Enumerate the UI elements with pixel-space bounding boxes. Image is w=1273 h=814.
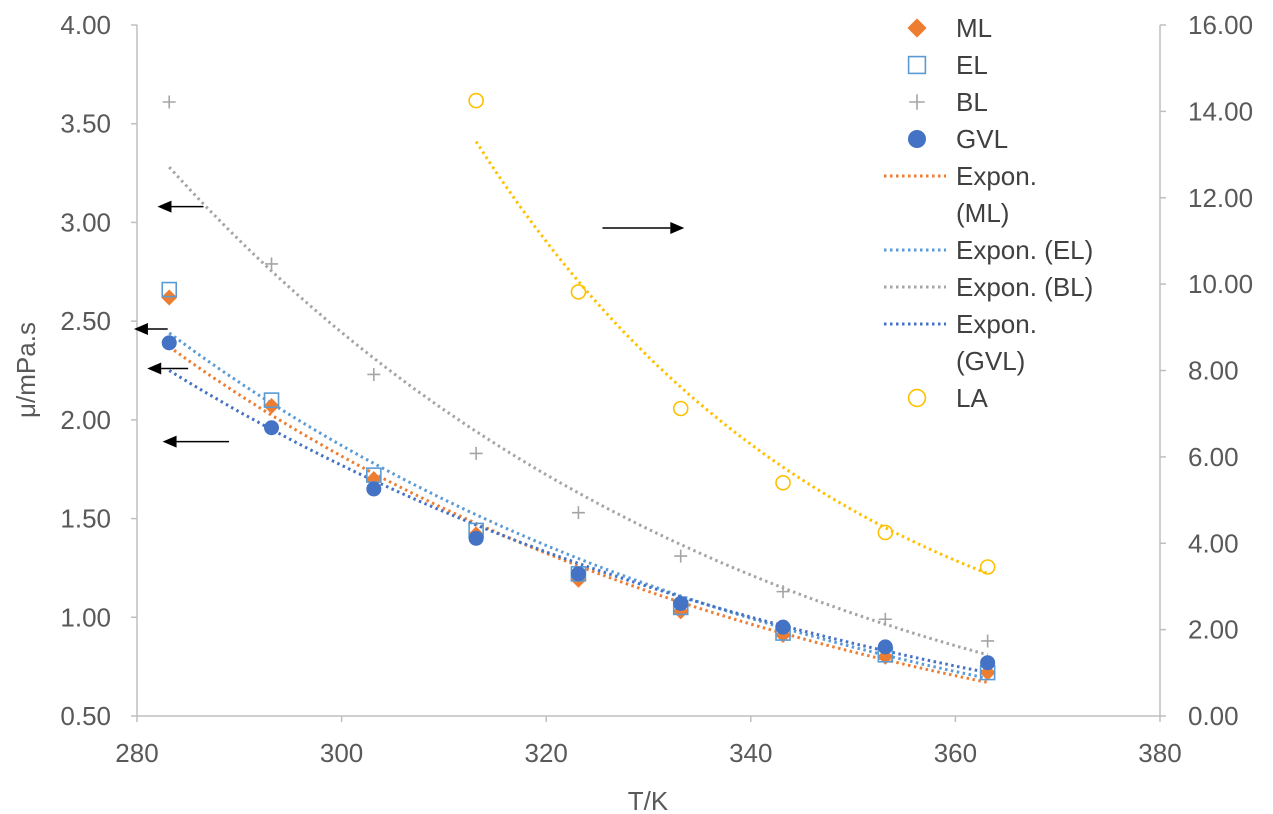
data-point-la xyxy=(468,92,484,109)
legend-label-expon-bl: Expon. (BL) xyxy=(956,272,1093,302)
left-y-tick-label: 3.00 xyxy=(60,207,111,237)
arrow-head xyxy=(670,221,685,234)
left-y-tick-label: 1.50 xyxy=(60,504,111,534)
left-y-tick-label: 0.50 xyxy=(60,701,111,731)
data-point-la xyxy=(979,559,996,575)
left-y-tick-label: 2.00 xyxy=(60,405,111,435)
data-point-la xyxy=(570,284,587,300)
arrow-left-bl xyxy=(157,200,204,213)
data-point-bl xyxy=(265,257,279,271)
legend-marker-la xyxy=(907,388,927,408)
data-point-bl xyxy=(469,446,483,460)
legend: ML EL BL GVL Expon. (ML) Expon. (EL) Expon. (BL… xyxy=(884,13,1093,413)
data-points-layer xyxy=(161,92,996,681)
x-tick-label: 380 xyxy=(1138,738,1181,768)
x-tick-label: 340 xyxy=(729,738,772,768)
arrow-left-gvl xyxy=(162,435,230,448)
legend-label-gvl: GVL xyxy=(956,124,1008,154)
legend-marker-el xyxy=(907,55,927,75)
legend-label-ml: (ML) xyxy=(956,198,1009,228)
data-point-ml xyxy=(161,289,178,306)
legend-label-la: LA xyxy=(956,383,988,413)
right-y-tick-label: 2.00 xyxy=(1188,615,1239,645)
data-point-gvl xyxy=(366,481,382,497)
data-point-la xyxy=(775,474,791,491)
legend-label-bl: BL xyxy=(956,87,988,117)
left-y-tick-label: 3.50 xyxy=(60,109,111,139)
x-tick-label: 360 xyxy=(934,738,977,768)
trendline-expon-gvl xyxy=(168,369,988,675)
data-point-gvl xyxy=(775,619,791,635)
x-axis-title: T/K xyxy=(628,786,669,814)
data-point-bl xyxy=(981,634,995,648)
data-point-gvl xyxy=(980,655,996,671)
trendline-expon-la xyxy=(474,140,989,575)
legend-label-expon-el: Expon. (EL) xyxy=(956,235,1093,265)
legend-label-expon: Expon. xyxy=(956,161,1037,191)
data-point-ml xyxy=(263,398,280,415)
right-y-tick-label: 14.00 xyxy=(1188,96,1253,126)
x-tick-label: 280 xyxy=(115,738,158,768)
data-point-bl xyxy=(776,585,790,599)
annotation-arrows-layer xyxy=(133,200,685,448)
data-point-la xyxy=(672,400,689,417)
trendline-expon-ml xyxy=(168,345,988,684)
right-y-tick-label: 4.00 xyxy=(1188,528,1239,558)
y-axis-title: μ/mPa.s xyxy=(11,322,41,418)
arrow-head xyxy=(157,200,172,213)
legend-marker-gvl xyxy=(908,130,926,148)
right-y-tick-label: 10.00 xyxy=(1188,269,1253,299)
data-point-bl xyxy=(571,506,585,520)
trendline-expon-el xyxy=(168,331,988,680)
trendlines-layer xyxy=(168,140,989,684)
x-tick-label: 300 xyxy=(320,738,363,768)
legend-label-el: EL xyxy=(956,50,988,80)
data-point-gvl xyxy=(877,639,893,655)
right-y-tick-label: 6.00 xyxy=(1188,442,1239,472)
arrow-left-el xyxy=(133,323,168,336)
right-y-tick-label: 8.00 xyxy=(1188,356,1239,386)
data-point-bl xyxy=(674,549,688,563)
right-y-tick-label: 16.00 xyxy=(1188,10,1253,40)
data-point-gvl xyxy=(570,566,586,582)
left-y-tick-label: 1.00 xyxy=(60,602,111,632)
arrow-head xyxy=(162,435,177,448)
arrow-right-la xyxy=(602,221,685,234)
data-point-gvl xyxy=(161,335,177,351)
legend-label-ml: ML xyxy=(956,13,992,43)
arrow-head xyxy=(147,362,162,375)
data-point-gvl xyxy=(264,420,280,436)
data-point-el xyxy=(161,281,178,298)
legend-marker-bl xyxy=(909,94,925,110)
data-point-gvl xyxy=(468,530,484,546)
right-y-tick-label: 12.00 xyxy=(1188,183,1253,213)
left-y-tick-label: 2.50 xyxy=(60,306,111,336)
trendline-expon-bl xyxy=(168,166,988,657)
data-point-bl xyxy=(878,612,892,626)
right-y-tick-label: 0.00 xyxy=(1188,701,1239,731)
arrow-head xyxy=(133,323,148,336)
data-point-gvl xyxy=(673,595,689,611)
data-point-bl xyxy=(367,367,381,381)
left-y-tick-label: 4.00 xyxy=(60,10,111,40)
data-point-el xyxy=(263,392,280,408)
data-point-bl xyxy=(162,95,176,109)
legend-label-expon: Expon. xyxy=(956,309,1037,339)
legend-label-gvl: (GVL) xyxy=(956,346,1025,376)
data-point-la xyxy=(877,524,894,541)
x-tick-label: 320 xyxy=(525,738,568,768)
ticks-layer: 280 300 320 340 360 380 0.50 1.00 1.50 2.00 2.50 3.… xyxy=(60,10,1253,768)
arrow-left-ml xyxy=(147,362,189,375)
legend-marker-ml xyxy=(907,18,927,38)
